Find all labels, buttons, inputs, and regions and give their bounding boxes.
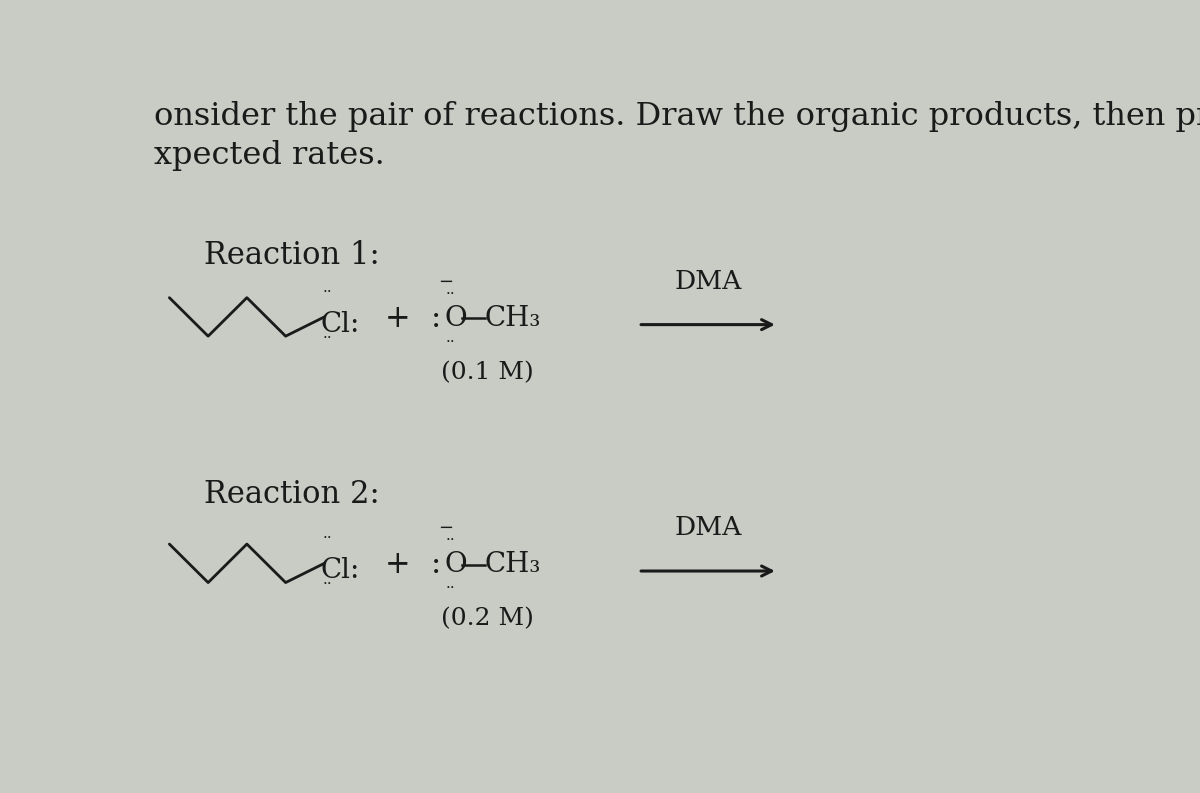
Text: Reaction 1:: Reaction 1: — [204, 240, 380, 271]
Text: DMA: DMA — [674, 269, 742, 294]
Text: Reaction 2:: Reaction 2: — [204, 479, 380, 510]
Text: :: : — [431, 550, 440, 580]
Text: Cl:: Cl: — [320, 311, 360, 338]
Text: ··: ·· — [446, 533, 456, 547]
Text: ··: ·· — [323, 285, 332, 298]
Text: −: − — [438, 273, 454, 290]
Text: CH₃: CH₃ — [485, 305, 541, 332]
Text: CH₃: CH₃ — [485, 551, 541, 578]
Text: +: + — [385, 550, 410, 580]
Text: +: + — [385, 303, 410, 334]
Text: DMA: DMA — [674, 515, 742, 540]
Text: ··: ·· — [446, 335, 456, 349]
Text: Cl:: Cl: — [320, 557, 360, 584]
Text: ··: ·· — [323, 331, 332, 345]
Text: onsider the pair of reactions. Draw the organic products, then predict the t: onsider the pair of reactions. Draw the … — [154, 102, 1200, 132]
Text: O: O — [444, 551, 467, 578]
Text: (0.2 M): (0.2 M) — [440, 607, 534, 630]
Text: O: O — [444, 305, 467, 332]
Text: −: − — [438, 519, 454, 537]
Text: ··: ·· — [446, 287, 456, 301]
Text: ··: ·· — [446, 581, 456, 595]
Text: :: : — [431, 303, 440, 334]
Text: ··: ·· — [323, 577, 332, 591]
Text: (0.1 M): (0.1 M) — [440, 361, 533, 384]
Text: ··: ·· — [323, 531, 332, 545]
Text: xpected rates.: xpected rates. — [154, 140, 385, 170]
